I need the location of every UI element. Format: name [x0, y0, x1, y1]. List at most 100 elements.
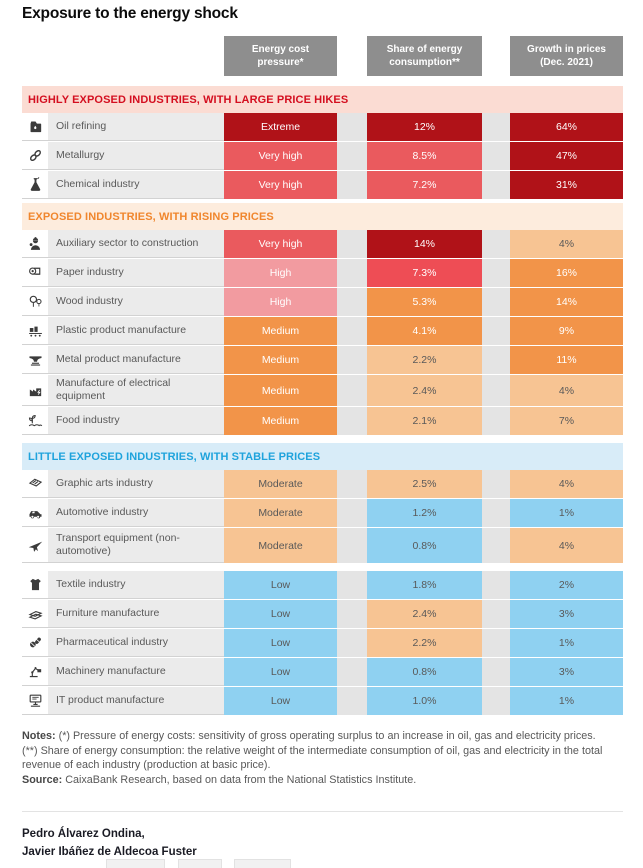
cutoff-tag-button-2[interactable] [178, 859, 222, 868]
conveyor-icon [22, 317, 48, 345]
growth-cell: 1% [510, 629, 623, 658]
column-gap [482, 230, 510, 258]
pressure-cell: Medium [224, 375, 337, 407]
industry-label: IT product manufacture [48, 687, 224, 716]
pressure-cell: Moderate [224, 470, 337, 499]
table-row: IT product manufacture Low 1.0% 1% [22, 687, 623, 716]
industry-label: Pharmaceutical industry [48, 629, 224, 658]
column-header-share: Share of energy consumption** [367, 36, 482, 76]
growth-cell: 11% [510, 346, 623, 374]
table-row: Automotive industry Moderate 1.2% 1% [22, 499, 623, 528]
pressure-cell: Medium [224, 317, 337, 345]
industry-label: Auxiliary sector to construction [48, 230, 224, 258]
growth-cell: 3% [510, 658, 623, 687]
table-row: Manufacture of electrical equipment Mediu… [22, 375, 623, 407]
column-gap [337, 113, 367, 141]
pills-icon [22, 629, 48, 658]
pressure-cell: Very high [224, 171, 337, 199]
trees-icon [22, 288, 48, 316]
pressure-cell: High [224, 259, 337, 287]
table-row: Metal product manufacture Medium 2.2% 11% [22, 346, 623, 374]
share-cell: 2.4% [367, 375, 482, 407]
share-cell: 8.5% [367, 142, 482, 170]
oil-can-icon [22, 113, 48, 141]
growth-cell: 4% [510, 375, 623, 407]
column-gap [482, 470, 510, 499]
industry-label: Automotive industry [48, 499, 224, 528]
note-line: (**) Share of energy consumption: the re… [22, 744, 603, 772]
table-row: Food industry Medium 2.1% 7% [22, 407, 623, 436]
growth-cell: 14% [510, 288, 623, 316]
pressure-cell: Medium [224, 407, 337, 436]
pressure-cell: Very high [224, 230, 337, 258]
share-cell: 7.2% [367, 171, 482, 199]
column-gap [482, 288, 510, 316]
share-cell: 2.2% [367, 346, 482, 374]
authors-block: Pedro Álvarez Ondina, Javier Ibáñez de Al… [22, 826, 623, 862]
industry-label: Metal product manufacture [48, 346, 224, 374]
column-gap [482, 375, 510, 407]
growth-cell: 64% [510, 113, 623, 141]
column-gap [337, 288, 367, 316]
growth-cell: 4% [510, 528, 623, 564]
cutoff-tag-button-1[interactable] [106, 859, 165, 868]
column-gap [482, 528, 510, 564]
growth-cell: 9% [510, 317, 623, 345]
share-cell: 4.1% [367, 317, 482, 345]
table-row: Graphic arts industry Moderate 2.5% 4% [22, 470, 623, 499]
divider [22, 811, 623, 813]
car-icon [22, 499, 48, 528]
share-cell: 2.1% [367, 407, 482, 436]
industry-label: Machinery manufacture [48, 658, 224, 687]
pressure-cell: Low [224, 629, 337, 658]
robot-arm-icon [22, 658, 48, 687]
column-gap [337, 658, 367, 687]
share-cell: 7.3% [367, 259, 482, 287]
column-gap [482, 600, 510, 629]
tshirt-icon [22, 571, 48, 600]
share-cell: 2.2% [367, 629, 482, 658]
industry-label: Oil refining [48, 113, 224, 141]
airplane-icon [22, 528, 48, 564]
table-row: Plastic product manufacture Medium 4.1% 9% [22, 317, 623, 345]
table-body: HIGHLY EXPOSED INDUSTRIES, WITH LARGE PR… [22, 86, 623, 716]
note-line: Notes: (*) Pressure of energy costs: sen… [22, 730, 596, 743]
column-gap [337, 629, 367, 658]
cutoff-tag-button-3[interactable] [234, 859, 291, 868]
growth-cell: 16% [510, 259, 623, 287]
growth-cell: 31% [510, 171, 623, 199]
flask-icon [22, 171, 48, 199]
table-row: Textile industry Low 1.8% 2% [22, 571, 623, 600]
industry-label: Furniture manufacture [48, 600, 224, 629]
column-gap [482, 658, 510, 687]
table-row: Oil refining Extreme 12% 64% [22, 113, 623, 141]
section-title: HIGHLY EXPOSED INDUSTRIES, WITH LARGE PR… [22, 86, 623, 113]
chain-link-icon [22, 142, 48, 170]
column-header-growth: Growth in prices (Dec. 2021) [510, 36, 623, 76]
table-row: Wood industry High 5.3% 14% [22, 288, 623, 316]
growth-cell: 7% [510, 407, 623, 436]
column-gap [337, 470, 367, 499]
pressure-cell: Low [224, 571, 337, 600]
column-gap [337, 571, 367, 600]
pressure-cell: Medium [224, 346, 337, 374]
growth-cell: 1% [510, 499, 623, 528]
notes-block: Notes: (*) Pressure of energy costs: sen… [22, 729, 622, 787]
anvil-icon [22, 346, 48, 374]
author-name: Pedro Álvarez Ondina, [22, 828, 145, 841]
section-title: LITTLE EXPOSED INDUSTRIES, WITH STABLE P… [22, 443, 623, 471]
planks-icon [22, 600, 48, 629]
table-row: Machinery manufacture Low 0.8% 3% [22, 658, 623, 687]
pressure-cell: Low [224, 687, 337, 716]
figure: Exposure to the energy shock Energy cost… [22, 0, 623, 862]
share-cell: 12% [367, 113, 482, 141]
industry-label: Chemical industry [48, 171, 224, 199]
growth-cell: 4% [510, 230, 623, 258]
column-header-row: Energy cost pressure* Share of energy co… [22, 36, 623, 76]
share-cell: 14% [367, 230, 482, 258]
column-gap [482, 317, 510, 345]
column-gap [482, 346, 510, 374]
factory-lightning-icon [22, 375, 48, 407]
column-gap [482, 407, 510, 436]
note-line: Source: CaixaBank Research, based on dat… [22, 773, 417, 786]
